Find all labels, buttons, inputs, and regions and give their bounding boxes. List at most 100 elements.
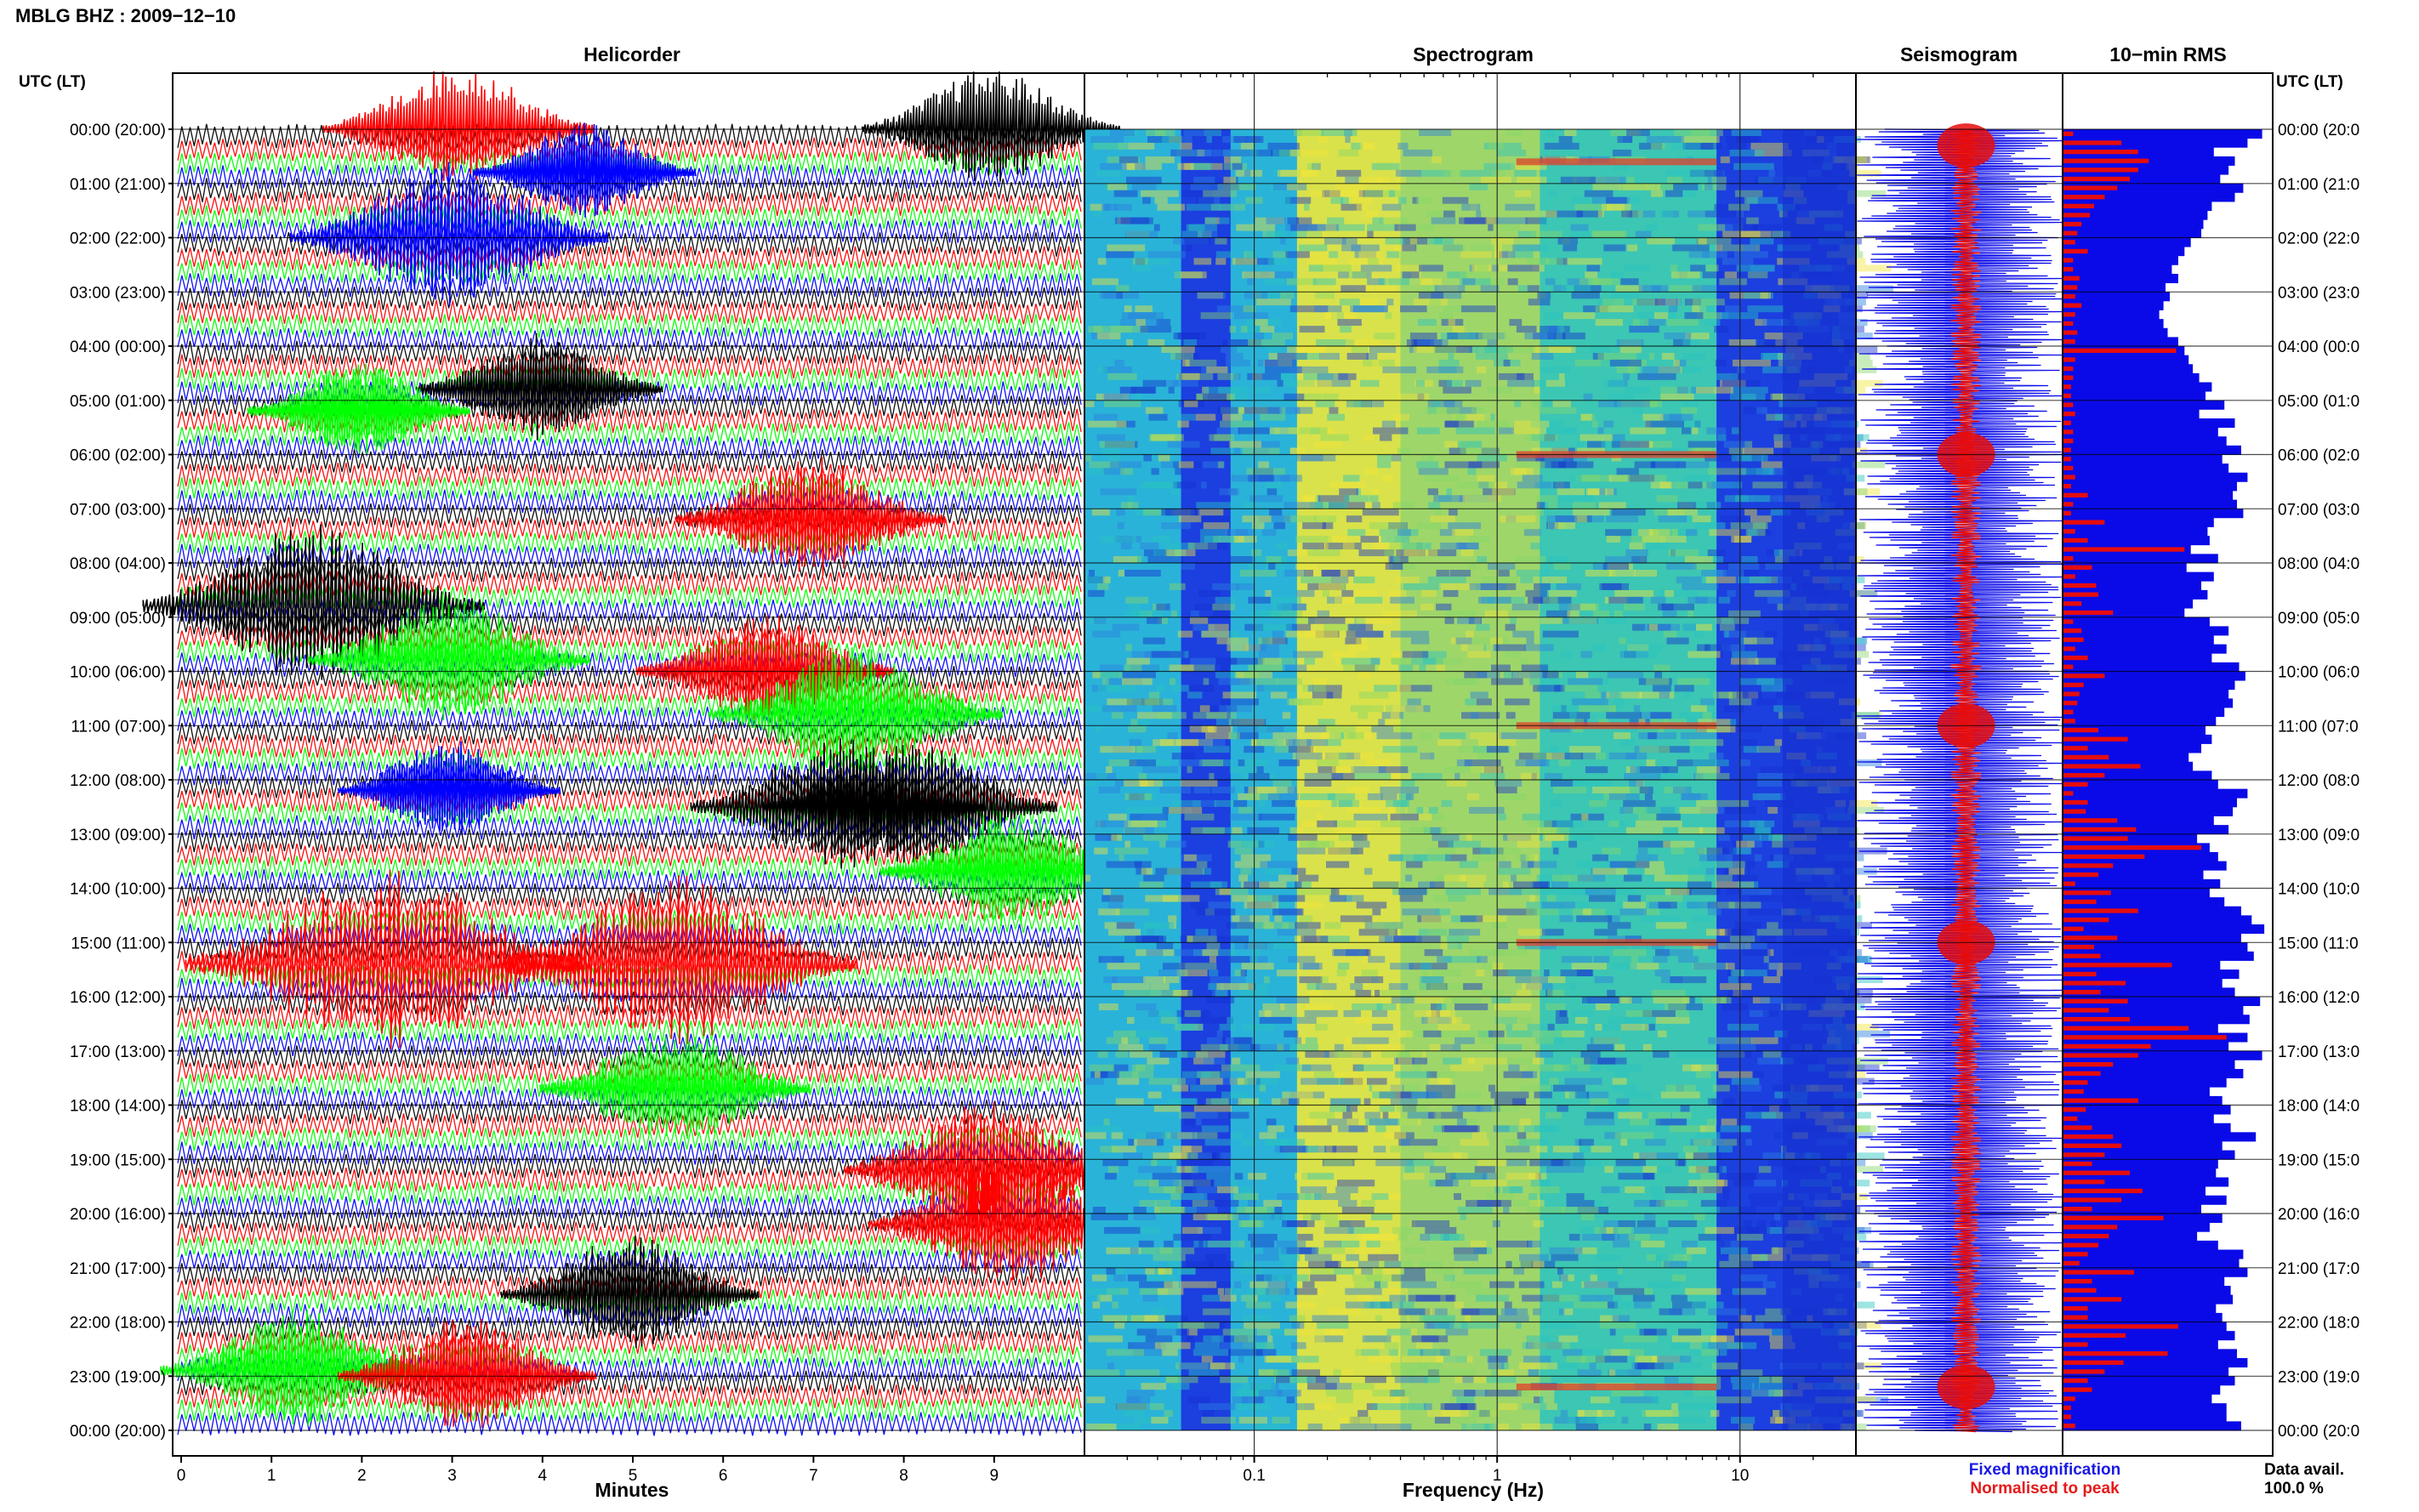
rms-normalised-bar [2063,185,2118,190]
spectrogram-speckle [1544,142,1579,150]
spectrogram-speckle [1192,712,1227,719]
spectrogram-speckle [1477,475,1495,482]
spectrogram-speckle [1124,698,1159,706]
spectrogram-speckle [1392,705,1424,713]
frequency-tick-label: 10 [1731,1467,1749,1485]
rms-normalised-bar [2063,492,2088,497]
spectrogram-speckle [1469,183,1488,190]
spectrogram-speckle [1509,888,1538,895]
spectrogram-speckle [1488,1356,1508,1363]
spectrogram-speckle [1287,1220,1315,1227]
spectrogram-speckle [1343,1009,1361,1017]
spectrogram-speckle [1596,1253,1621,1261]
spectrogram-speckle [1084,576,1111,583]
spectrogram-speckle [1466,1424,1485,1430]
spectrogram-speckle [1435,874,1461,882]
spectrogram-speckle [1289,827,1304,834]
spectrogram-speckle [1434,1417,1451,1424]
spectrogram-speckle [1640,556,1646,563]
spectrogram-speckle [1655,949,1670,957]
spectrogram-speckle [1729,935,1756,943]
spectrogram-speckle [1590,1098,1608,1106]
rms-fixed-bar [2063,806,2234,816]
spectrogram-speckle [1718,1145,1733,1153]
spectrogram-speckle [1326,725,1356,733]
spectrogram-speckle [1257,840,1265,848]
spectrogram-speckle [1335,1050,1352,1058]
spectrogram-speckle [1653,509,1685,516]
spectrogram-speckle [1289,447,1298,455]
spectrogram-speckle [1720,515,1746,523]
spectrogram-speckle [1735,576,1767,583]
spectrogram-speckle [1100,488,1137,496]
spectrogram-speckle [1733,162,1767,170]
spectrogram-speckle [1377,1253,1393,1261]
spectrogram-speckle [1307,1383,1337,1390]
spectrogram-speckle [1350,983,1363,991]
spectrogram-speckle [1606,1226,1614,1234]
rms-fixed-bar [2063,219,2204,230]
spectrogram-speckle [1169,806,1203,814]
spectrogram-speckle [1519,1118,1532,1126]
spectrogram-speckle [1628,1233,1650,1241]
spectrogram-speckle [1506,1030,1544,1037]
spectrogram-speckle [1527,1369,1540,1377]
spectrogram-speckle [1095,1071,1101,1078]
spectrogram-speckle [1329,895,1364,902]
spectrogram-speckle [1255,1214,1285,1220]
spectrogram-speckle [1443,386,1471,394]
spectrogram-speckle [1746,840,1762,848]
spectrogram-speckle [1392,502,1414,509]
spectrogram-speckle [1379,1260,1414,1268]
spectrogram-speckle [1162,806,1200,814]
spectrogram-speckle [1514,420,1550,428]
spectrogram-speckle [1269,427,1300,435]
spectrogram-speckle [1530,420,1564,428]
spectrogram-speckle [1403,543,1431,550]
spectrogram-speckle [1393,413,1409,421]
spectrogram-speckle [1677,678,1710,685]
spectrogram-speckle [1183,353,1194,360]
spectrogram-speckle [1371,725,1394,733]
helicorder-trace-line [177,543,1082,569]
spectrogram-speckle [1430,827,1441,834]
spectrogram-speckle [1100,1071,1108,1078]
spectrogram-speckle [1086,1396,1106,1404]
rms-normalised-bar [2063,420,2071,425]
spectrogram-speckle [1426,1322,1450,1329]
spectrogram-speckle [1134,509,1169,516]
spectrogram-speckle [1181,1050,1188,1058]
spectrogram-speckle [1187,935,1217,943]
spectrogram-speckle [1767,949,1774,957]
helicorder-trace-line [177,1086,1082,1111]
spectrogram-speckle [1540,1179,1551,1187]
spectrogram-speckle [1159,787,1191,793]
spectrogram-speckle [1758,1166,1772,1174]
spectrogram-speckle [1564,1077,1602,1085]
spectrogram-speckle [1693,746,1705,753]
spectrogram-speckle [1385,312,1392,320]
spectrogram-speckle [1552,1145,1579,1153]
spectrogram-speckle [1092,210,1101,218]
spectrogram-speckle [1193,1057,1215,1065]
spectrogram-speckle [1207,1240,1244,1248]
spectrogram-speckle [1375,1159,1414,1167]
spectrogram-speckle [1390,854,1427,861]
spectrogram-speckle [1342,1111,1352,1119]
spectrogram-speckle [1322,522,1334,530]
spectrogram-speckle [1516,326,1537,333]
time-axis-label-right: UTC (LT) [2276,73,2343,91]
spectrogram-speckle [1367,258,1380,265]
spectrogram-speckle [1709,1335,1734,1343]
spectrogram-speckle [1312,685,1342,692]
spectrogram-speckle [1153,1152,1187,1160]
spectrogram-speckle [1385,563,1403,570]
spectrogram-speckle [1356,285,1375,293]
spectrogram-speckle [1591,230,1627,238]
spectrogram-speckle [1151,1417,1169,1424]
spectrogram-speckle [1187,691,1203,699]
spectrogram-speckle [1517,481,1552,489]
spectrogram-speckle [1752,481,1788,489]
spectrogram-speckle [1242,447,1280,455]
spectrogram-speckle [1325,1383,1352,1390]
